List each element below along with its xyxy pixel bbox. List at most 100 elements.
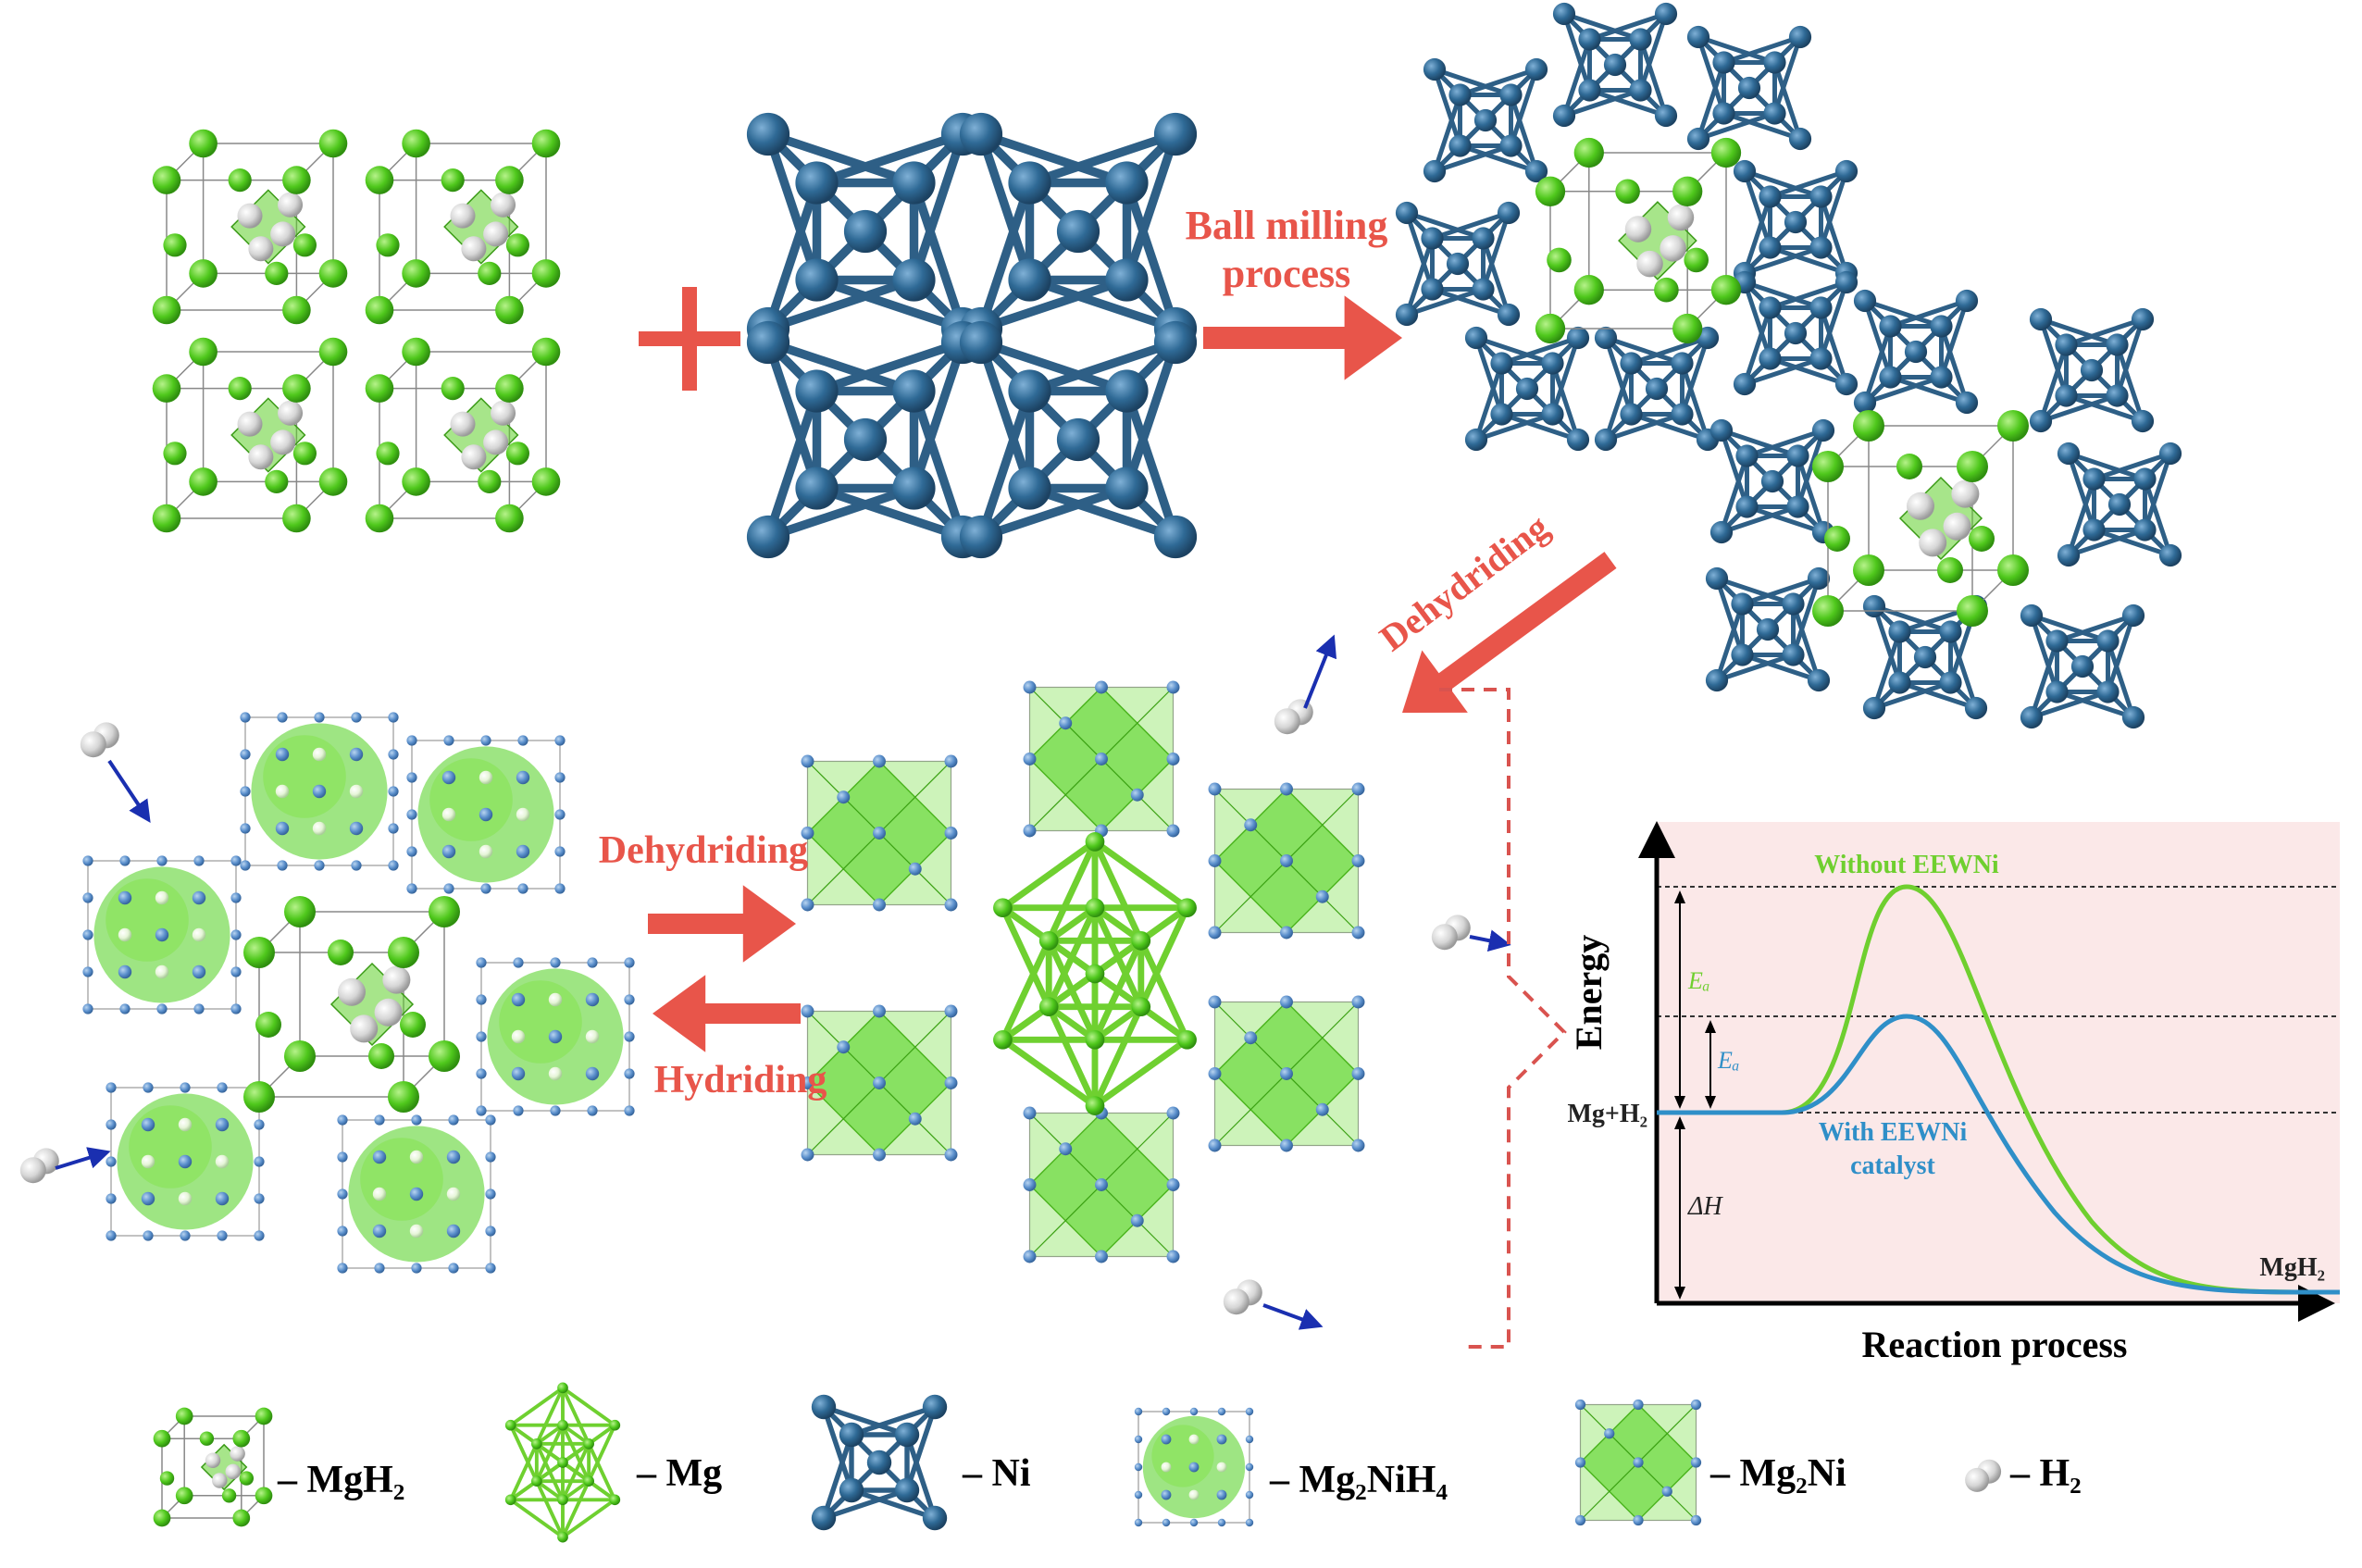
mg-atom <box>292 442 317 466</box>
ni-bond <box>2040 393 2119 424</box>
ni-nanoparticle <box>1395 201 1521 327</box>
atom <box>1208 1067 1222 1080</box>
mg-atom <box>1085 898 1105 918</box>
mg-atom <box>495 166 524 194</box>
ni-bond <box>1742 170 1772 249</box>
atom <box>1280 1139 1293 1152</box>
atom <box>873 827 886 840</box>
atom <box>1208 782 1222 796</box>
ni-atom <box>894 1477 920 1503</box>
mgh2-unit-cell <box>365 129 561 325</box>
atom <box>215 1117 230 1132</box>
atom <box>141 1191 155 1206</box>
ni-atom <box>1423 57 1447 81</box>
ni-atom <box>1578 79 1601 102</box>
ni-bond <box>1742 195 1772 274</box>
ni-atom <box>2096 629 2120 653</box>
atom <box>1130 1213 1144 1227</box>
mg-bond <box>561 1480 590 1538</box>
atom <box>801 1004 814 1018</box>
ni-bond <box>976 341 1034 490</box>
atom <box>513 957 524 968</box>
atom <box>155 890 169 905</box>
ni-bond <box>1721 428 1799 458</box>
ni-atom <box>2029 307 2053 331</box>
atom <box>480 735 491 746</box>
ni-atom <box>1759 236 1782 259</box>
h-atom <box>338 977 366 1006</box>
atom <box>1351 1139 1365 1152</box>
ni-bond <box>766 276 915 333</box>
mg-bond <box>509 1386 565 1427</box>
mg-atom <box>318 129 348 158</box>
atom <box>409 1224 424 1238</box>
mg-atom <box>1615 179 1640 205</box>
atom <box>406 883 417 894</box>
ni-bond <box>764 341 821 490</box>
ni-atom <box>795 467 839 510</box>
ni-bond <box>1714 603 1745 681</box>
mg-atom <box>152 374 181 403</box>
ni-bond <box>2143 478 2173 556</box>
atom <box>155 927 169 942</box>
atom <box>106 1119 117 1130</box>
atom <box>837 790 851 804</box>
mg2ni-cell <box>1023 1106 1180 1263</box>
arrow-shape <box>648 885 796 963</box>
ni-atom <box>1879 315 1902 338</box>
mg-atom <box>228 377 252 401</box>
ni-bond <box>2029 640 2059 718</box>
atom <box>480 883 491 894</box>
ni-bond <box>1123 341 1180 490</box>
mg-atom <box>402 337 430 367</box>
ni-bond <box>1434 143 1512 174</box>
mg-bond <box>1000 906 1052 1009</box>
ni-atom <box>843 209 888 254</box>
ni-atom <box>1541 352 1564 375</box>
ni-atom <box>746 515 790 559</box>
mg-atom <box>495 374 524 403</box>
atom <box>372 1150 387 1164</box>
legend-h2: – H₂ <box>2009 1452 2082 1495</box>
mgh2-unit-cell <box>152 129 348 325</box>
green-polyhedra <box>106 878 189 962</box>
atom <box>1245 1435 1254 1444</box>
atom <box>1351 995 1365 1009</box>
ni-atom <box>1686 127 1710 151</box>
ni-atom <box>1786 444 1809 467</box>
mg2nih4-cell <box>82 855 242 1014</box>
atom <box>1166 1178 1180 1191</box>
ni-bond <box>1889 375 1968 405</box>
mg-atom <box>1085 964 1105 984</box>
mg2nih4-cell <box>240 712 399 871</box>
ni-atom <box>1782 643 1805 666</box>
mg-atom <box>1573 137 1604 168</box>
atom <box>230 855 242 866</box>
h2-molecule <box>1431 915 1471 951</box>
ni-atom <box>1473 108 1498 132</box>
ni-nanoparticle <box>1705 566 1831 692</box>
atom <box>192 964 206 979</box>
ni-bond <box>2031 690 2109 720</box>
dehydriding-top-label: Dehydriding <box>1372 505 1556 659</box>
ni-atom <box>1712 102 1735 125</box>
atom <box>1166 680 1180 694</box>
atom <box>516 770 530 785</box>
ni-atom <box>959 320 1003 365</box>
h2-in-arrow <box>55 1147 111 1170</box>
atom <box>1351 782 1365 796</box>
ni-atom <box>2045 629 2069 653</box>
atom <box>141 1154 155 1169</box>
ni-atom <box>1056 417 1100 462</box>
ni-bond <box>1948 630 1979 709</box>
legend-mgh2: – MgH₂ <box>277 1459 404 1501</box>
mg-atom <box>365 504 394 533</box>
ni-atom <box>922 1394 948 1420</box>
without-catalyst-label: Without EEWNi <box>1814 851 1999 879</box>
ni-nanoparticle <box>2029 307 2155 433</box>
ni-atom <box>1105 467 1149 510</box>
h-atom <box>1943 512 1971 541</box>
ni-atom <box>1731 643 1754 666</box>
ni-atom <box>1654 104 1678 128</box>
ni-atom <box>1834 372 1859 396</box>
